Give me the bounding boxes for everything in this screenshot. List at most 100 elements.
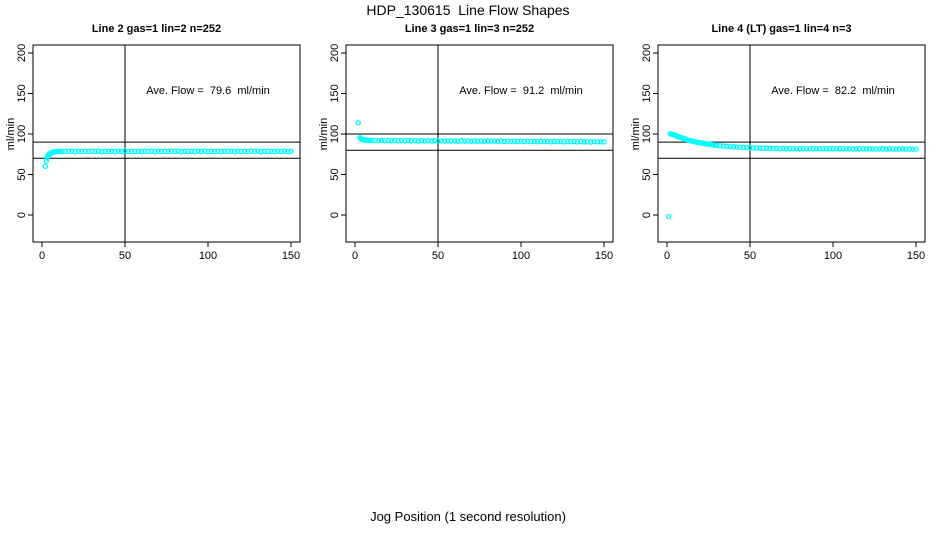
data-point (498, 138, 504, 144)
data-point (558, 138, 564, 145)
data-point (790, 145, 796, 152)
data-point (521, 138, 528, 145)
data-point (594, 139, 601, 145)
data-point (85, 148, 92, 155)
ave-flow-annotation: Ave. Flow = 91.2 ml/min (459, 85, 583, 97)
data-point (548, 139, 554, 145)
data-point (122, 148, 128, 154)
data-point (251, 148, 258, 155)
panel-line-4: 0 50 100 150 0 50 100 150 200 ml/min Line 4 (LT) … (625, 0, 936, 285)
data-point (591, 138, 597, 145)
data-point (435, 138, 441, 144)
data-point (425, 137, 431, 144)
data-point (135, 148, 142, 154)
y-tick-label: 50 (329, 168, 341, 180)
x-tick-label: 50 (432, 250, 444, 262)
data-point (248, 148, 254, 154)
data-point (82, 148, 88, 154)
data-point (587, 139, 594, 145)
data-point (441, 138, 448, 144)
y-tick-label: 0 (641, 212, 653, 218)
y-tick-label: 0 (16, 212, 28, 218)
data-point (860, 145, 866, 152)
data-point (201, 148, 208, 154)
data-point (408, 138, 415, 144)
data-point (165, 148, 171, 155)
data-point (495, 138, 501, 145)
x-tick-label: 50 (119, 250, 131, 262)
data-point (740, 144, 747, 151)
panel-line-3: 0 50 100 150 0 50 100 150 200 ml/min Line 3 gas=1… (313, 0, 626, 285)
data-points (355, 119, 607, 145)
data-point (79, 148, 85, 155)
data-point (412, 137, 418, 144)
data-point (198, 148, 205, 155)
data-point (431, 137, 438, 144)
panel-title: Line 3 gas=1 lin=3 n=252 (404, 23, 535, 35)
data-point (807, 145, 813, 152)
data-point (382, 137, 388, 144)
data-point (284, 148, 291, 155)
data-point (471, 138, 478, 144)
data-point (797, 145, 803, 152)
data-point (597, 139, 604, 145)
y-tick-label: 150 (16, 84, 28, 102)
data-point (478, 138, 484, 144)
data-point (128, 148, 135, 155)
data-point (803, 145, 810, 152)
data-point (800, 145, 806, 152)
data-point (571, 138, 577, 145)
data-point (780, 145, 786, 152)
data-point (112, 148, 118, 155)
data-point (770, 145, 776, 152)
data-point (42, 163, 49, 170)
data-point (148, 148, 155, 154)
data-point (191, 148, 198, 155)
data-point (554, 138, 561, 145)
plot-box (657, 44, 926, 243)
data-point (142, 148, 148, 154)
y-tick-label: 100 (641, 125, 653, 143)
ave-flow-annotation: Ave. Flow = 79.6 ml/min (146, 85, 270, 97)
data-point (43, 158, 50, 164)
data-point (215, 148, 221, 154)
data-point (92, 148, 98, 155)
data-point (747, 144, 753, 151)
data-point (458, 138, 464, 144)
data-point (105, 148, 112, 155)
data-point (534, 138, 541, 145)
x-axis-label: Jog Position (1 second resolution) (370, 509, 566, 524)
data-point (182, 148, 188, 155)
data-point (578, 138, 584, 145)
data-point (846, 145, 853, 152)
data-point (168, 148, 175, 154)
data-point (511, 138, 518, 144)
data-point (826, 145, 833, 152)
data-point (906, 146, 913, 152)
data-point (514, 138, 521, 145)
data-point (757, 145, 763, 151)
data-point (528, 138, 534, 145)
data-point (75, 148, 82, 155)
x-tick-label: 100 (512, 250, 530, 262)
data-point (886, 146, 893, 152)
data-point (392, 137, 398, 144)
data-point (395, 137, 401, 144)
y-tick-label: 200 (641, 44, 653, 62)
data-point (185, 148, 191, 155)
figure-title: HDP_130615 Line Flow Shapes (366, 2, 570, 18)
data-point (258, 148, 264, 155)
data-point (574, 139, 581, 145)
y-tick-label: 200 (329, 44, 341, 62)
data-point (378, 137, 385, 144)
data-point (271, 148, 278, 155)
data-point (465, 138, 471, 144)
data-point (385, 137, 391, 144)
plot-box (345, 44, 614, 243)
data-point (893, 146, 899, 152)
data-point (95, 148, 102, 154)
data-point (760, 145, 767, 151)
data-point (99, 148, 105, 155)
data-point (890, 146, 896, 152)
